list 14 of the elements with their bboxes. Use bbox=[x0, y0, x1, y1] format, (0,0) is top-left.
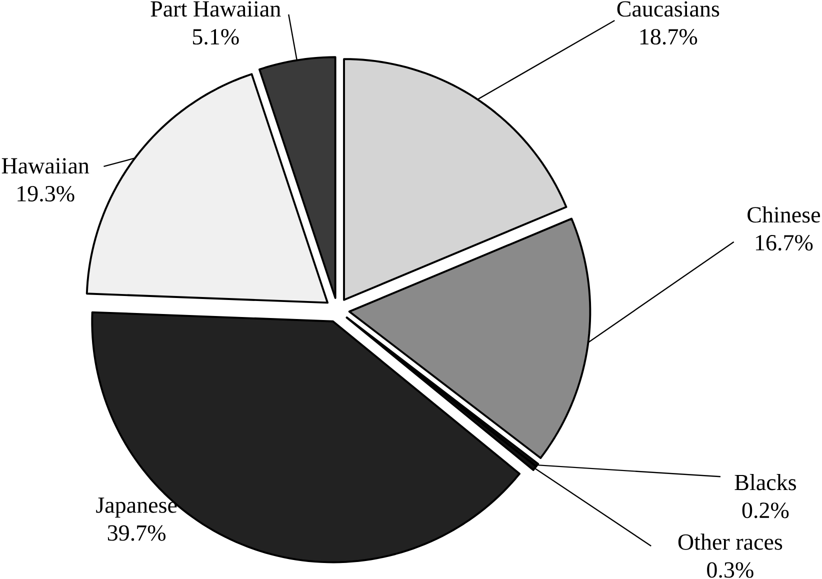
data-label: 5.1% bbox=[192, 29, 239, 45]
slice-label: Chinese bbox=[748, 206, 820, 223]
data-label: 0.2% bbox=[742, 502, 789, 518]
data-label: 16.7% bbox=[756, 234, 813, 251]
data-label: 18.7% bbox=[640, 29, 698, 45]
slice-label: Caucasians bbox=[617, 1, 720, 17]
slice-label: Hawaiian bbox=[2, 158, 90, 174]
slice-label: Blacks bbox=[734, 474, 796, 490]
slice-label: Part Hawaiian bbox=[150, 1, 281, 17]
data-label: 39.7% bbox=[108, 525, 166, 541]
data-label: 19.3% bbox=[18, 186, 74, 202]
slice-label: Other races bbox=[678, 534, 782, 550]
slice-label: Japanese bbox=[96, 498, 177, 518]
data-label: 0.3% bbox=[707, 562, 754, 578]
